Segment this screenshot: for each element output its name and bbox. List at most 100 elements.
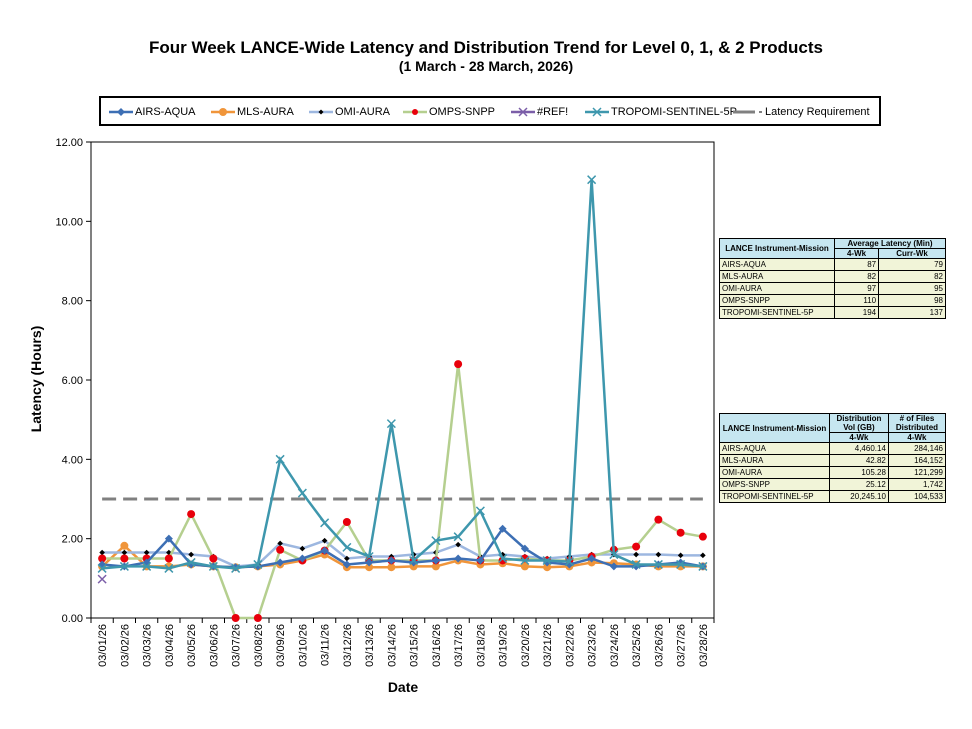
data-point-tropomi-sentinel-5p <box>520 555 530 566</box>
x-axis-label: Date <box>388 679 419 695</box>
data-point-mls-aura <box>431 562 440 571</box>
data-point-ref <box>97 574 107 584</box>
legend-label: OMPS-SNPP <box>429 106 496 118</box>
legend-marker-icon <box>511 107 535 117</box>
distribution-table-row: MLS-AURA 42.82 164,152 <box>719 454 947 467</box>
data-point-airs-aqua <box>164 534 173 543</box>
data-point-tropomi-sentinel-5p <box>609 550 619 560</box>
data-point-tropomi-sentinel-5p <box>564 557 574 567</box>
x-tick-label: 03/03/26 <box>142 624 154 667</box>
data-point-mls-aura <box>387 563 396 572</box>
x-tick-label: 03/19/26 <box>498 624 510 667</box>
x-tick-label: 03/21/26 <box>542 624 554 667</box>
latency-table-cell: 82 <box>833 270 880 283</box>
data-point-airs-aqua <box>520 544 529 553</box>
data-point-omi-aura <box>455 541 461 548</box>
y-tick-label: 2.00 <box>62 534 83 546</box>
legend-marker-icon <box>309 109 333 115</box>
distribution-table-row: TROPOMI-SENTINEL-5P 20,245.10 104,533 <box>719 490 947 503</box>
data-point-omps-snpp <box>98 554 107 563</box>
distribution-table-cell: 104,533 <box>887 490 947 503</box>
x-tick-label: 03/06/26 <box>208 624 220 667</box>
latency-table-sub1: 4-Wk <box>833 248 880 259</box>
data-point-omi-aura <box>633 551 639 558</box>
legend-marker-icon <box>585 107 609 117</box>
latency-table-cell: 87 <box>833 258 880 271</box>
x-tick-label: 03/09/26 <box>275 624 287 667</box>
distribution-table: LANCE Instrument-Mission Distribution Vo… <box>719 413 947 503</box>
data-point-mls-aura <box>365 563 374 572</box>
latency-table-cell: 110 <box>833 294 880 307</box>
x-tick-label: 03/10/26 <box>297 624 309 667</box>
data-point-tropomi-sentinel-5p <box>698 561 708 571</box>
data-point-omi-aura <box>277 540 283 547</box>
legend-label: #REF! <box>537 106 569 118</box>
x-tick-label: 03/27/26 <box>676 624 688 667</box>
distribution-table-row: OMPS-SNPP 25.12 1,742 <box>719 478 947 491</box>
data-point-omi-aura <box>700 552 706 559</box>
latency-table-cell: OMI-AURA <box>719 282 835 295</box>
data-point-tropomi-sentinel-5p <box>275 454 285 464</box>
data-point-mls-aura <box>520 562 529 571</box>
distribution-table-sub2: 4-Wk <box>887 432 947 443</box>
distribution-table-cell: 121,299 <box>887 466 947 479</box>
latency-table-row: OMI-AURA 97 95 <box>719 282 946 295</box>
data-point-omps-snpp <box>231 614 240 622</box>
distribution-table-sub1: 4-Wk <box>829 432 889 443</box>
data-point-tropomi-sentinel-5p <box>653 559 663 569</box>
distribution-table-cell: 105.28 <box>829 466 889 479</box>
plot-area <box>90 141 715 619</box>
latency-table-cell: 79 <box>878 258 946 271</box>
legend-label: TROPOMI-SENTINEL-5P <box>611 106 737 118</box>
data-point-omi-aura <box>321 537 328 544</box>
distribution-table-col1-header: LANCE Instrument-Mission <box>719 413 830 443</box>
x-tick-label: 03/11/26 <box>320 624 332 666</box>
x-tick-label: 03/28/26 <box>698 624 710 667</box>
x-tick-label: 03/01/26 <box>97 624 109 667</box>
x-tick-label: 03/15/26 <box>409 624 421 667</box>
distribution-table-cell: 164,152 <box>887 454 947 467</box>
distribution-table-cell: 25.12 <box>829 478 889 491</box>
distribution-table-cell: 20,245.10 <box>829 490 889 503</box>
data-point-omps-snpp <box>164 554 173 563</box>
data-point-omi-aura <box>655 551 662 558</box>
x-tick-label: 03/18/26 <box>475 624 487 667</box>
legend-label: AIRS-AQUA <box>135 106 196 118</box>
x-tick-label: 03/08/26 <box>253 624 265 667</box>
data-point-tropomi-sentinel-5p <box>142 561 152 571</box>
chart-title: Four Week LANCE-Wide Latency and Distrib… <box>149 38 823 57</box>
latency-table-cell: MLS-AURA <box>719 270 835 283</box>
x-tick-label: 03/23/26 <box>587 624 599 667</box>
y-tick-label: 6.00 <box>62 375 83 387</box>
data-point-omi-aura <box>143 549 150 556</box>
legend-marker-icon <box>403 109 427 115</box>
data-point-tropomi-sentinel-5p <box>164 563 174 573</box>
legend-label: Latency Requirement <box>765 106 870 118</box>
data-point-airs-aqua <box>320 546 329 555</box>
distribution-table-cell: 1,742 <box>887 478 947 491</box>
data-point-omps-snpp <box>342 518 351 527</box>
data-point-airs-aqua <box>298 554 307 563</box>
distribution-table-cell: MLS-AURA <box>719 454 830 467</box>
data-point-omi-aura <box>121 549 128 556</box>
x-tick-label: 03/05/26 <box>186 624 198 667</box>
latency-table-row: AIRS-AQUA 87 79 <box>719 258 946 271</box>
data-point-omi-aura <box>299 545 306 552</box>
legend-label: OMI-AURA <box>335 106 390 118</box>
data-point-airs-aqua <box>609 562 618 571</box>
data-point-airs-aqua <box>387 556 396 565</box>
x-tick-label: 03/26/26 <box>653 624 665 667</box>
data-point-omi-aura <box>344 555 350 562</box>
data-point-airs-aqua <box>587 554 596 563</box>
x-tick-label: 03/16/26 <box>431 624 443 667</box>
latency-table-cell: AIRS-AQUA <box>719 258 835 271</box>
data-point-tropomi-sentinel-5p <box>342 542 352 552</box>
latency-table-cell: 82 <box>878 270 946 283</box>
data-point-tropomi-sentinel-5p <box>119 561 129 571</box>
data-point-tropomi-sentinel-5p <box>97 563 107 573</box>
latency-table-row: MLS-AURA 82 82 <box>719 270 946 283</box>
data-point-airs-aqua <box>409 558 418 567</box>
latency-table-cell: 97 <box>833 282 880 295</box>
data-point-omps-snpp <box>276 545 285 554</box>
latency-table-row: TROPOMI-SENTINEL-5P 194 137 <box>719 306 946 319</box>
